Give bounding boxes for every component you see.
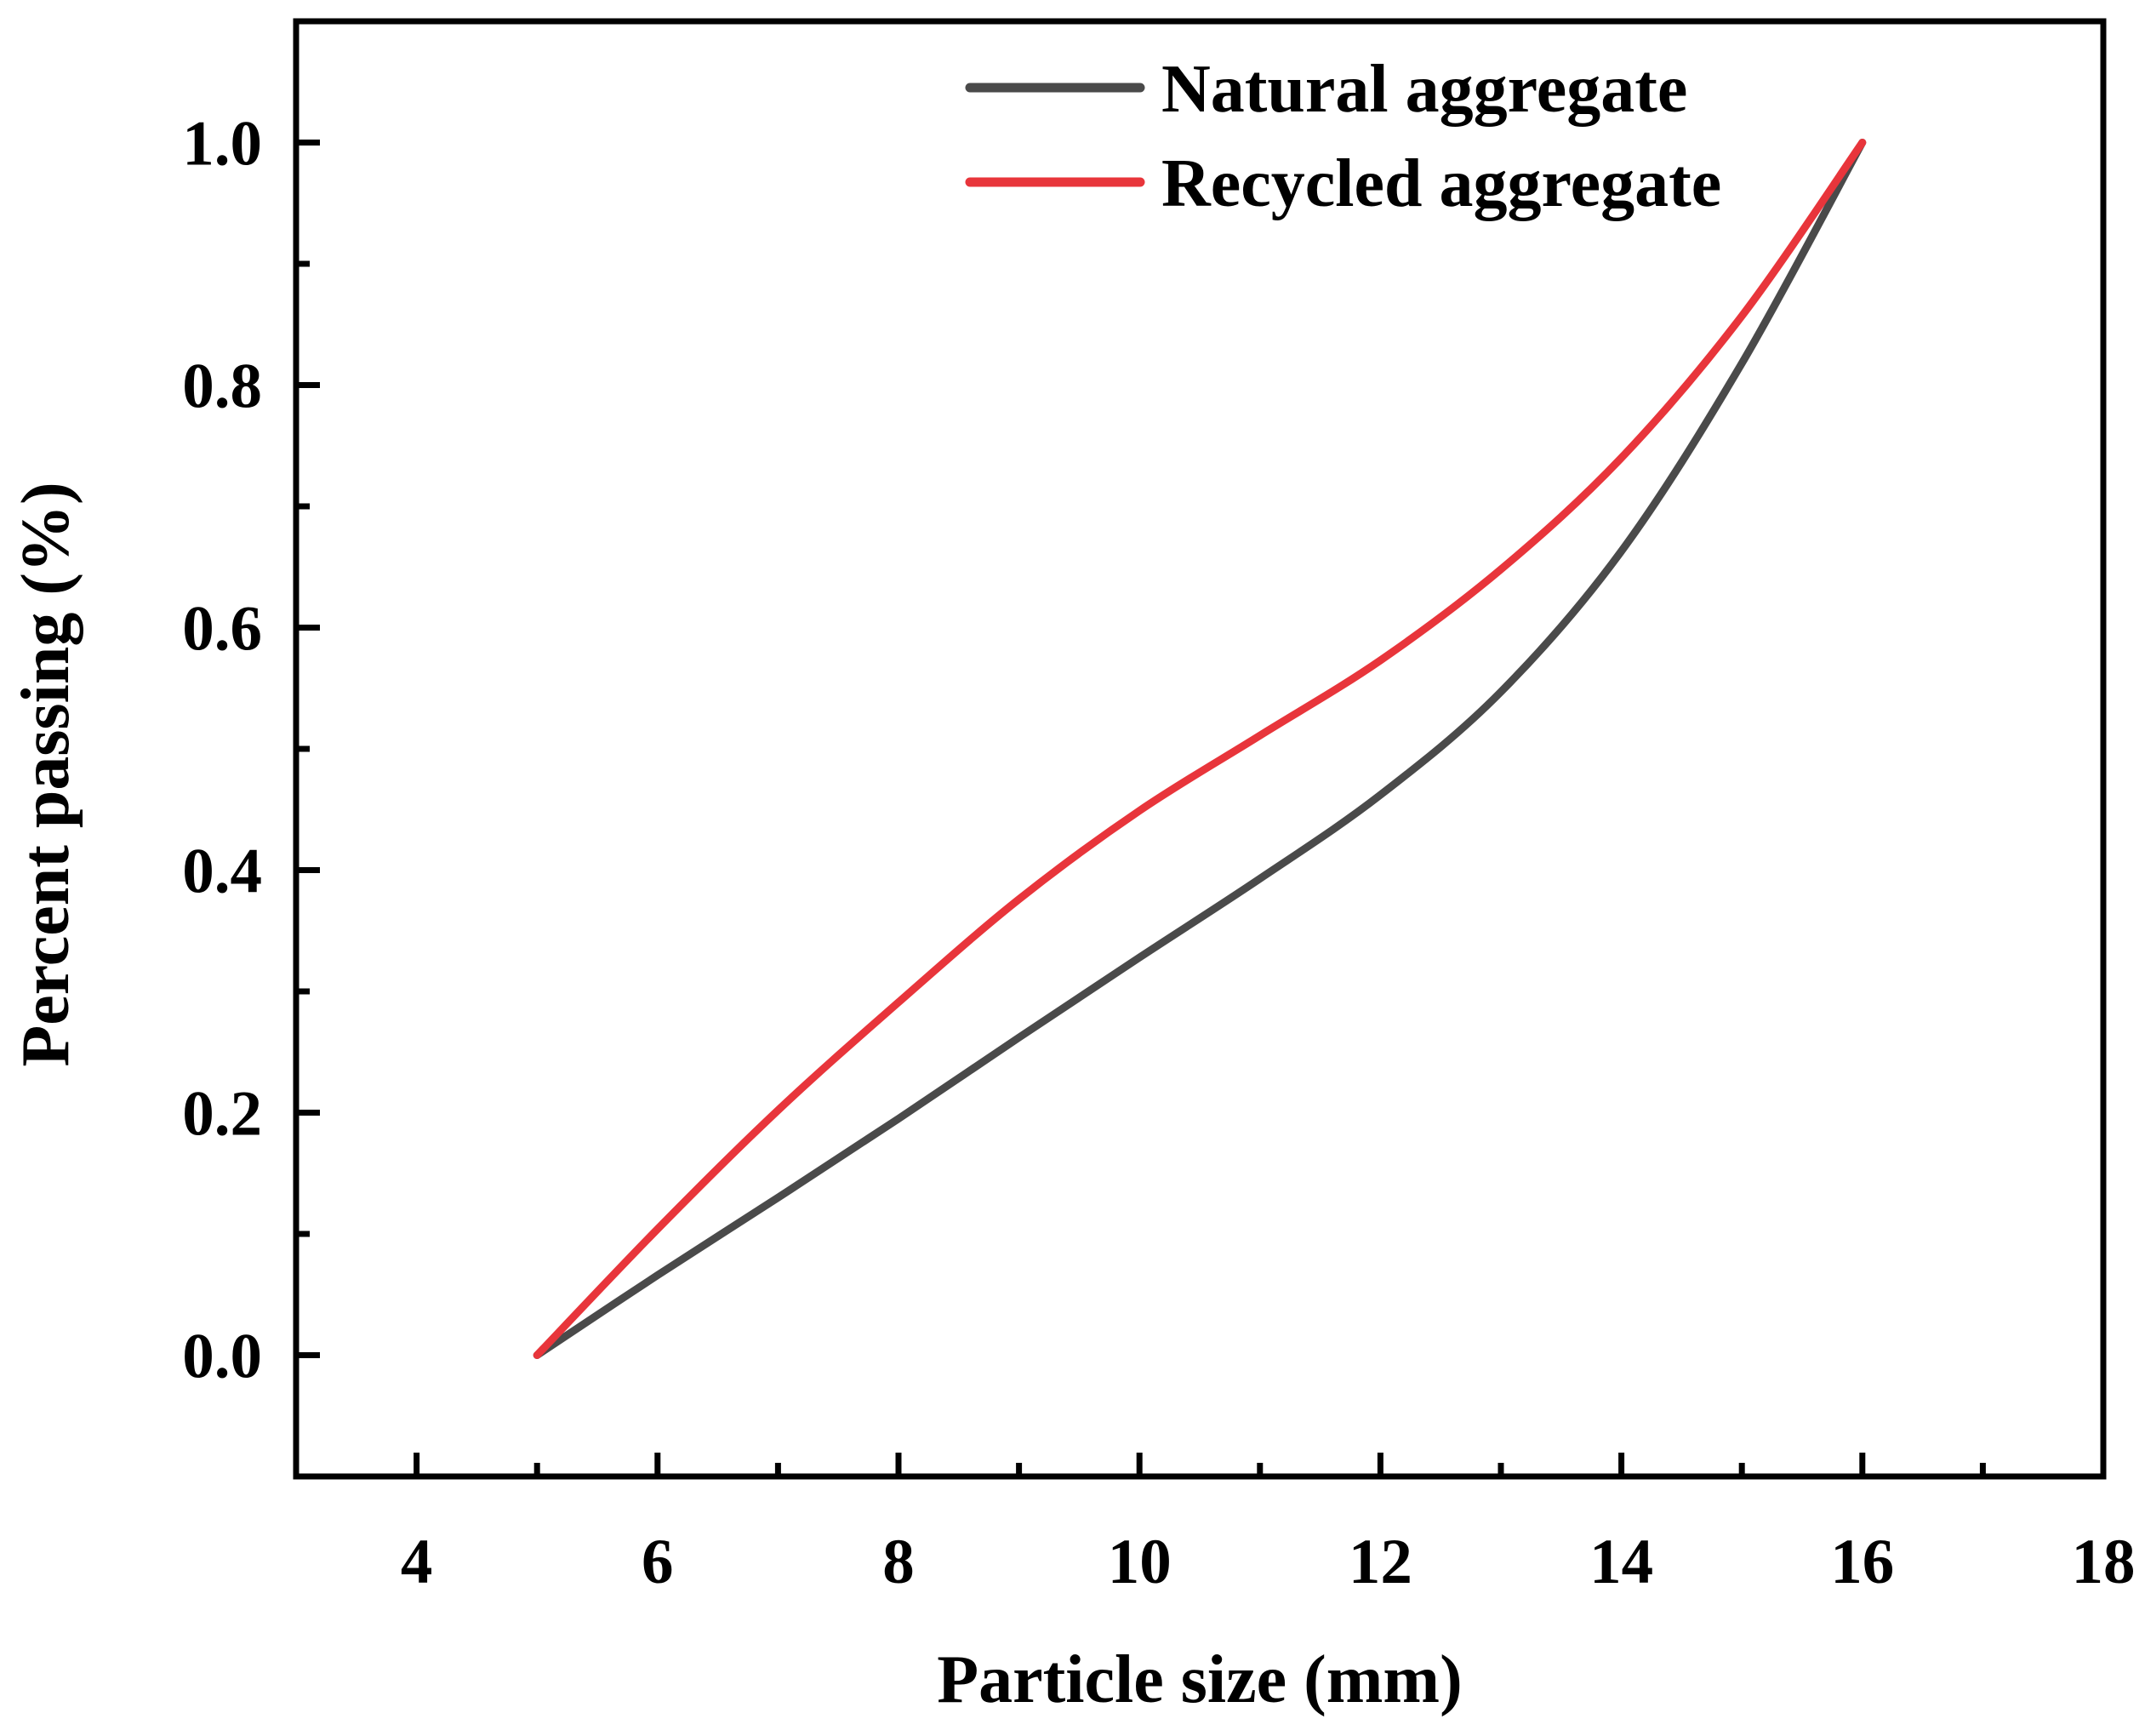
- y-tick-label: 1.0: [182, 109, 262, 180]
- plot-frame: [293, 18, 2107, 1480]
- legend-label: Recycled aggregate: [1161, 146, 1721, 221]
- legend-label: Natural aggregate: [1161, 52, 1687, 127]
- x-tick-label: 10: [1108, 1527, 1172, 1597]
- x-tick-label: 14: [1589, 1527, 1653, 1597]
- x-tick-label: 16: [1830, 1527, 1894, 1597]
- series-layer: [533, 139, 1867, 1359]
- y-tick-label: 0.8: [182, 351, 262, 422]
- y-tick-label: 0.6: [182, 594, 262, 665]
- y-tick-label: 0.2: [182, 1079, 262, 1150]
- x-tick-label: 12: [1349, 1527, 1412, 1597]
- series-line-recycled-aggregate: [533, 139, 1867, 1359]
- y-axis-title: Percent passing (%): [9, 482, 83, 1066]
- x-axis-title: Particle size (mm): [937, 1642, 1462, 1717]
- x-tick-label: 8: [882, 1527, 915, 1597]
- x-tick-label: 18: [2072, 1527, 2136, 1597]
- legend: Natural aggregate Recycled aggregate: [965, 52, 1721, 221]
- y-tick-label: 0.0: [182, 1322, 262, 1392]
- y-tick-label: 0.4: [182, 837, 262, 907]
- x-tick-label: 6: [642, 1527, 674, 1597]
- series-line-natural-aggregate: [533, 139, 1867, 1359]
- x-tick-label: 4: [401, 1527, 433, 1597]
- ticks-layer: 4 6 8 10 12 14 16 18 0.0 0.2 0.4 0.6 0.8 1.0: [182, 109, 2135, 1598]
